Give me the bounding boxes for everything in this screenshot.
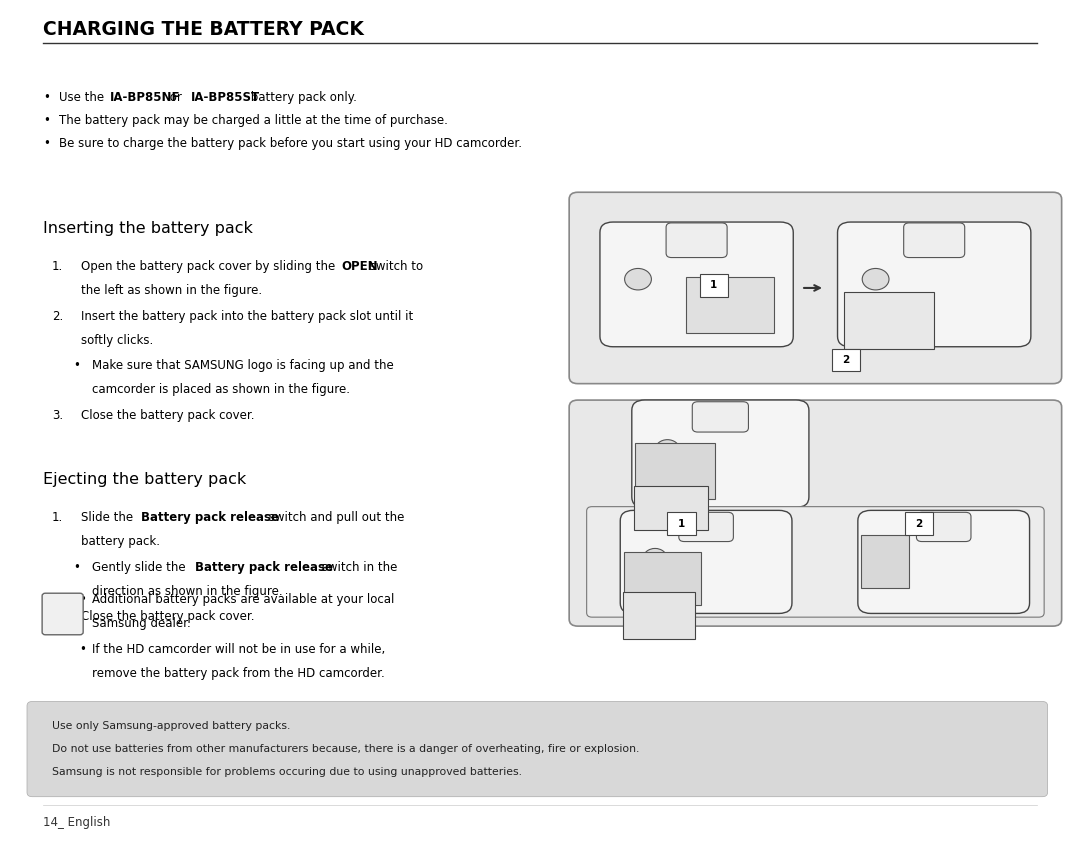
Text: Open the battery pack cover by sliding the: Open the battery pack cover by sliding t… bbox=[81, 260, 339, 273]
FancyBboxPatch shape bbox=[27, 701, 1048, 797]
FancyBboxPatch shape bbox=[905, 513, 933, 535]
Text: camcorder is placed as shown in the figure.: camcorder is placed as shown in the figu… bbox=[92, 384, 350, 397]
FancyBboxPatch shape bbox=[569, 400, 1062, 626]
Text: 3.: 3. bbox=[52, 409, 63, 422]
Text: The battery pack may be charged a little at the time of purchase.: The battery pack may be charged a little… bbox=[59, 114, 448, 127]
Text: 2: 2 bbox=[842, 355, 849, 365]
Text: Use the: Use the bbox=[59, 91, 108, 104]
FancyBboxPatch shape bbox=[667, 513, 696, 535]
Text: Be sure to charge the battery pack before you start using your HD camcorder.: Be sure to charge the battery pack befor… bbox=[59, 137, 523, 150]
Text: Battery pack release: Battery pack release bbox=[141, 511, 280, 524]
Text: Samsung is not responsible for problems occuring due to using unapproved batteri: Samsung is not responsible for problems … bbox=[52, 767, 522, 778]
Text: 1: 1 bbox=[678, 519, 685, 528]
Text: OPEN: OPEN bbox=[341, 260, 378, 273]
Text: If the HD camcorder will not be in use for a while,: If the HD camcorder will not be in use f… bbox=[92, 643, 386, 656]
Text: Inserting the battery pack: Inserting the battery pack bbox=[43, 221, 253, 236]
Circle shape bbox=[624, 268, 651, 290]
Text: or: or bbox=[166, 91, 186, 104]
FancyBboxPatch shape bbox=[635, 443, 715, 499]
Text: remove the battery pack from the HD camcorder.: remove the battery pack from the HD camc… bbox=[92, 667, 384, 680]
FancyBboxPatch shape bbox=[620, 510, 792, 613]
Text: battery pack only.: battery pack only. bbox=[247, 91, 357, 104]
Text: Close the battery pack cover.: Close the battery pack cover. bbox=[81, 611, 255, 624]
Circle shape bbox=[881, 548, 904, 567]
Text: switch in the: switch in the bbox=[318, 560, 397, 573]
Text: Gently slide the: Gently slide the bbox=[92, 560, 189, 573]
Text: Close the battery pack cover.: Close the battery pack cover. bbox=[81, 409, 255, 422]
Text: •: • bbox=[79, 643, 85, 656]
Text: Make sure that SAMSUNG logo is facing up and the: Make sure that SAMSUNG logo is facing up… bbox=[92, 359, 393, 372]
FancyBboxPatch shape bbox=[586, 507, 1044, 617]
Text: Do not use batteries from other manufacturers because, there is a danger of over: Do not use batteries from other manufact… bbox=[52, 745, 639, 754]
Text: 14_ English: 14_ English bbox=[43, 816, 110, 829]
FancyBboxPatch shape bbox=[600, 222, 793, 346]
Text: 1.: 1. bbox=[52, 260, 63, 273]
FancyBboxPatch shape bbox=[569, 192, 1062, 384]
Text: direction as shown in the figure.: direction as shown in the figure. bbox=[92, 585, 283, 598]
FancyBboxPatch shape bbox=[832, 349, 860, 372]
FancyBboxPatch shape bbox=[904, 223, 964, 257]
Text: Additional battery packs are available at your local: Additional battery packs are available a… bbox=[92, 593, 394, 606]
Text: 2: 2 bbox=[916, 519, 922, 528]
Text: •: • bbox=[73, 560, 80, 573]
Text: •: • bbox=[79, 593, 85, 606]
Text: battery pack.: battery pack. bbox=[81, 535, 160, 548]
Text: Slide the: Slide the bbox=[81, 511, 137, 524]
FancyBboxPatch shape bbox=[858, 510, 1029, 613]
Text: switch and pull out the: switch and pull out the bbox=[265, 511, 404, 524]
FancyBboxPatch shape bbox=[686, 277, 774, 333]
Text: softly clicks.: softly clicks. bbox=[81, 333, 153, 346]
FancyBboxPatch shape bbox=[843, 292, 934, 349]
FancyBboxPatch shape bbox=[692, 402, 748, 432]
FancyBboxPatch shape bbox=[666, 223, 727, 257]
FancyBboxPatch shape bbox=[917, 513, 971, 541]
Text: IA-BP85NF: IA-BP85NF bbox=[109, 91, 180, 104]
Circle shape bbox=[656, 440, 679, 459]
Text: •: • bbox=[73, 359, 80, 372]
Text: Ejecting the battery pack: Ejecting the battery pack bbox=[43, 472, 246, 487]
FancyBboxPatch shape bbox=[624, 552, 701, 604]
Circle shape bbox=[862, 268, 889, 290]
Text: Use only Samsung-approved battery packs.: Use only Samsung-approved battery packs. bbox=[52, 721, 291, 732]
Text: switch to: switch to bbox=[366, 260, 423, 273]
Text: Battery pack release: Battery pack release bbox=[194, 560, 333, 573]
Text: 1.: 1. bbox=[52, 511, 63, 524]
Text: •: • bbox=[43, 91, 50, 104]
Text: the left as shown in the figure.: the left as shown in the figure. bbox=[81, 284, 262, 297]
Text: •: • bbox=[43, 137, 50, 150]
Circle shape bbox=[644, 548, 666, 567]
Text: Samsung dealer.: Samsung dealer. bbox=[92, 617, 190, 630]
Text: CHARGING THE BATTERY PACK: CHARGING THE BATTERY PACK bbox=[43, 20, 364, 39]
FancyBboxPatch shape bbox=[623, 592, 694, 638]
Text: Insert the battery pack into the battery pack slot until it: Insert the battery pack into the battery… bbox=[81, 309, 414, 322]
FancyBboxPatch shape bbox=[838, 222, 1030, 346]
FancyBboxPatch shape bbox=[862, 535, 909, 588]
Text: •: • bbox=[43, 114, 50, 127]
FancyBboxPatch shape bbox=[42, 593, 83, 635]
Text: 1: 1 bbox=[711, 281, 717, 290]
Text: 2.: 2. bbox=[52, 611, 63, 624]
FancyBboxPatch shape bbox=[679, 513, 733, 541]
FancyBboxPatch shape bbox=[634, 486, 708, 530]
FancyBboxPatch shape bbox=[632, 400, 809, 507]
Text: 2.: 2. bbox=[52, 309, 63, 322]
Text: IA-BP85ST: IA-BP85ST bbox=[191, 91, 260, 104]
FancyBboxPatch shape bbox=[700, 274, 728, 296]
